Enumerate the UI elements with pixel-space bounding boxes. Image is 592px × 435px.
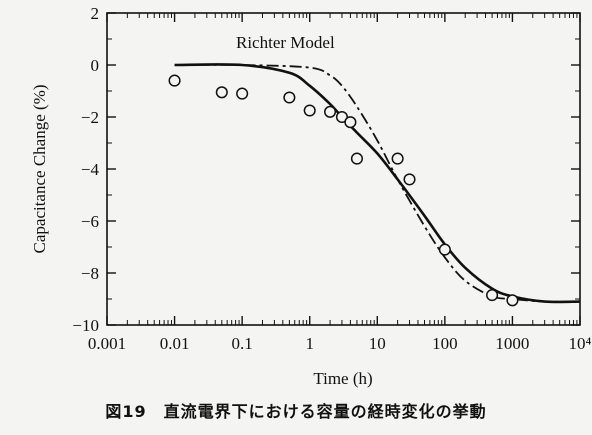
y-tick-label: −6 — [81, 212, 99, 231]
x-tick-label: 0.01 — [160, 334, 190, 353]
data-point — [236, 87, 249, 100]
data-point — [324, 105, 337, 118]
data-markers — [168, 74, 519, 307]
y-tick-label: −10 — [72, 316, 99, 335]
x-tick-label: 10⁴ — [569, 334, 592, 353]
series-lines — [174, 63, 581, 304]
data-point — [486, 289, 499, 302]
annotation-text: Richter Model — [236, 33, 335, 52]
plot-frame — [106, 12, 581, 326]
axis-ticks: 0.001 0.01 0.1 1 10 100 1000 10⁴ 2 0 −2 −4 −6 −8 −10 — [72, 4, 591, 353]
y-tick-label: −2 — [81, 108, 99, 127]
data-point — [344, 116, 357, 129]
data-point — [438, 243, 451, 256]
y-tick-label: −8 — [81, 264, 99, 283]
data-point — [403, 173, 416, 186]
x-axis-title: Time (h) — [313, 369, 372, 388]
y-axis-title: Capacitance Change (%) — [30, 85, 49, 254]
y-tick-label: 0 — [91, 56, 100, 75]
dash-dot-curve — [174, 63, 581, 303]
data-point — [283, 91, 296, 104]
data-point — [391, 152, 404, 165]
figure-caption: 図19 直流電界下における容量の経時変化の挙動 — [105, 402, 487, 421]
y-tick-label: 2 — [91, 4, 100, 23]
y-tick-label: −4 — [81, 160, 100, 179]
data-point — [168, 74, 181, 87]
x-tick-label: 1 — [305, 334, 314, 353]
data-point — [506, 294, 519, 307]
data-point — [303, 104, 316, 117]
x-tick-label: 10 — [369, 334, 386, 353]
data-point — [350, 152, 363, 165]
data-point — [215, 86, 228, 99]
x-tick-label: 0.001 — [88, 334, 126, 353]
x-tick-label: 100 — [432, 334, 458, 353]
x-tick-label: 1000 — [495, 334, 529, 353]
data-point — [335, 110, 349, 124]
x-tick-label: 0.1 — [232, 334, 253, 353]
solid-curve — [174, 63, 581, 304]
